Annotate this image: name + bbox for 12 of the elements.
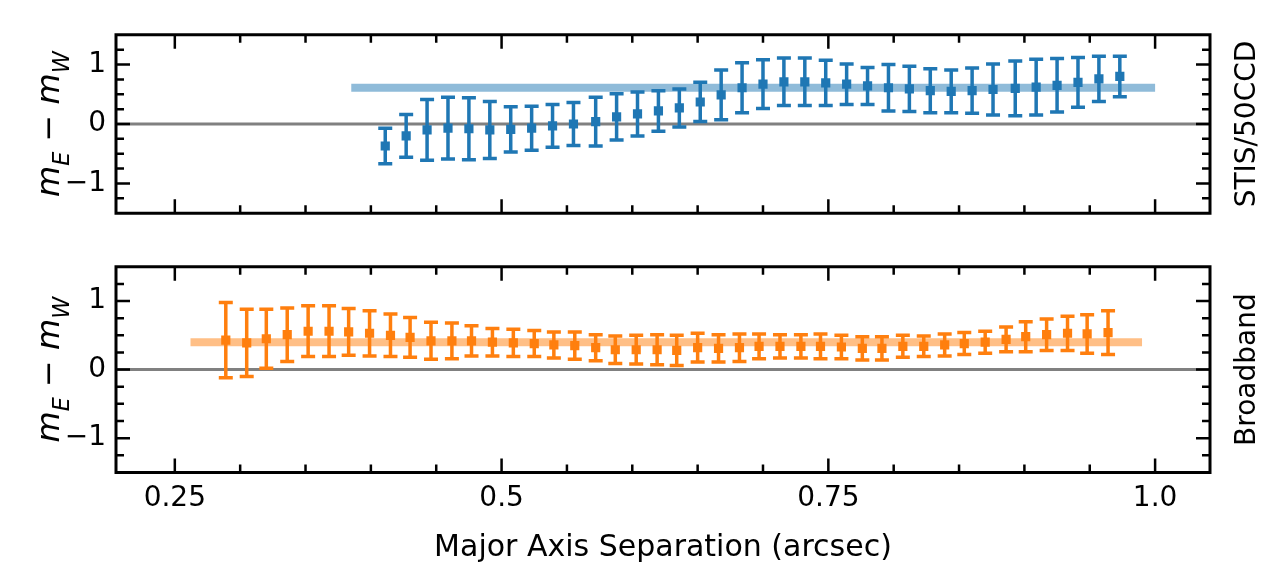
y-tick-label: −1 [64, 164, 106, 198]
x-tick-label: 0.5 [479, 480, 524, 514]
text: STIS/50CCD [1229, 40, 1263, 208]
x-tick-label: 1.0 [1132, 480, 1178, 514]
y-tick-label: 1 [88, 45, 106, 79]
text: Broadband [1229, 293, 1263, 446]
y-tick-label: 0 [88, 105, 106, 139]
y-tick-label: 1 [88, 282, 106, 316]
x-tick-label: 0.25 [143, 480, 206, 514]
y-tick-label: 0 [88, 350, 106, 384]
x-axis-title: Major Axis Separation (arcsec) [434, 527, 892, 563]
x-tick-label: 0.75 [797, 480, 860, 514]
